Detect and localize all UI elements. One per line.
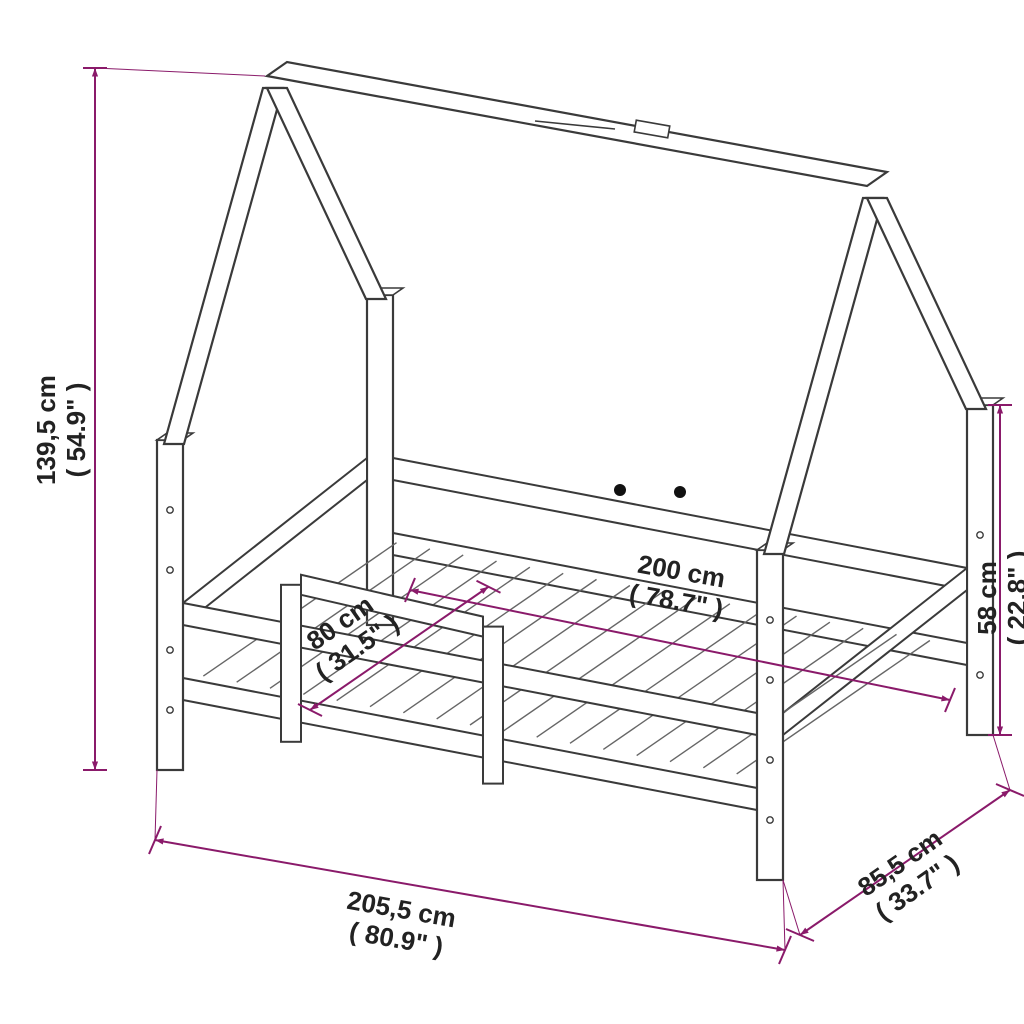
bed-frame-drawing	[157, 62, 1003, 880]
dim-length-outer: 205,5 cm( 80.9" )	[340, 885, 459, 963]
dimension-diagram: 139,5 cm( 54.9" ) 58 cm( 22.8" ) 205,5 cm(…	[0, 0, 1024, 1024]
dim-height-total-in: ( 54.9" )	[61, 383, 91, 478]
dim-mattress-length: 200 cm( 78.7" )	[627, 548, 731, 624]
dim-post-height-in: ( 22.8" )	[1002, 551, 1024, 646]
dim-height-total-cm: 139,5 cm	[31, 375, 61, 485]
dim-post-height: 58 cm( 22.8" )	[972, 551, 1024, 646]
dim-height-total: 139,5 cm( 54.9" )	[31, 375, 91, 485]
dim-width-outer: 85,5 cm( 33.7" )	[852, 823, 965, 927]
dim-post-height-cm: 58 cm	[972, 561, 1002, 635]
